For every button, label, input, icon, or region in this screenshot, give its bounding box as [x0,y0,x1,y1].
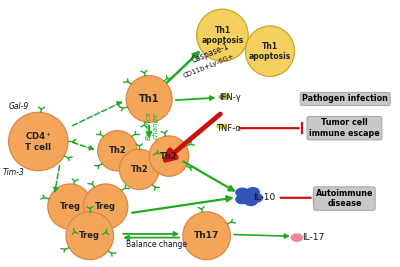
Ellipse shape [84,184,128,229]
Ellipse shape [246,26,294,76]
Circle shape [291,234,302,241]
Text: Th2: Th2 [130,165,148,174]
Text: Treg: Treg [79,231,100,240]
Ellipse shape [218,94,230,100]
Ellipse shape [66,212,114,260]
Text: Th2: Th2 [109,146,126,155]
Text: IL-10: IL-10 [253,193,275,202]
Ellipse shape [126,76,172,122]
Text: Caspase-1: Caspase-1 [190,42,231,65]
Text: Treg: Treg [95,202,116,211]
Ellipse shape [216,123,227,129]
Ellipse shape [48,184,92,229]
Text: Th17: Th17 [194,231,219,240]
Text: CD11b+Ly-6G+: CD11b+Ly-6G+ [182,53,235,79]
Ellipse shape [120,149,159,190]
Text: Th1
apoptosis: Th1 apoptosis [249,42,291,61]
Text: Tumor cell
immune escape: Tumor cell immune escape [309,119,380,138]
Text: Th2: Th2 [160,152,178,160]
Circle shape [236,188,248,197]
Text: Tim-3: Tim-3 [3,167,24,176]
Text: CD4$^+$
T cell: CD4$^+$ T cell [25,131,52,152]
Circle shape [246,188,259,196]
Circle shape [245,197,257,206]
Text: Th1
apoptosis: Th1 apoptosis [201,26,244,45]
Text: Th1: Th1 [139,94,160,104]
Text: Treg: Treg [60,202,80,211]
Text: Autoimmune
disease: Autoimmune disease [316,189,373,208]
Text: TNF-α: TNF-α [216,124,241,133]
Circle shape [250,194,262,202]
Text: Balance change: Balance change [126,240,187,249]
Text: IFN-γ: IFN-γ [220,93,241,102]
Ellipse shape [183,212,230,260]
Text: Pathogen infection: Pathogen infection [302,95,388,104]
Circle shape [242,192,255,200]
Ellipse shape [197,9,248,61]
Ellipse shape [9,112,68,171]
Ellipse shape [149,136,189,176]
Ellipse shape [98,131,137,171]
Text: Gal-9: Gal-9 [9,103,29,111]
Circle shape [236,195,248,204]
Text: Balance
change: Balance change [146,111,158,140]
Text: IL-17: IL-17 [302,233,325,242]
